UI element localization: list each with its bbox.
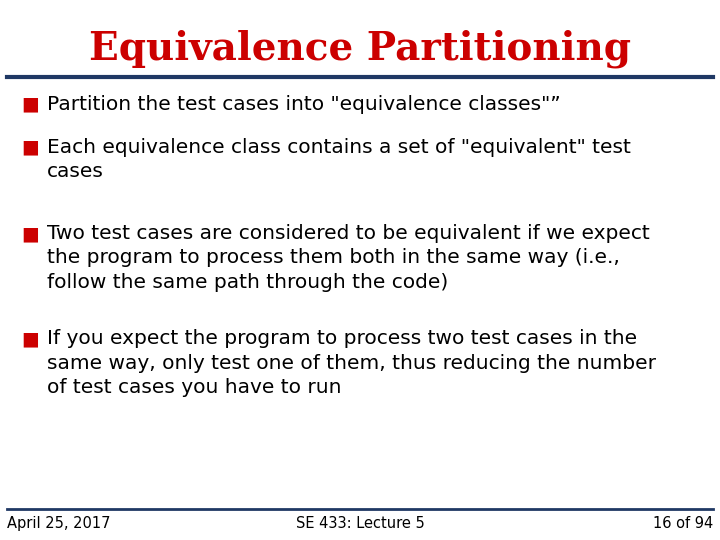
Text: Two test cases are considered to be equivalent if we expect
the program to proce: Two test cases are considered to be equi… [47,224,649,292]
Text: Partition the test cases into "equivalence classes"”: Partition the test cases into "equivalen… [47,94,560,113]
Text: 16 of 94: 16 of 94 [652,516,713,531]
Text: ■: ■ [22,329,40,348]
Text: ■: ■ [22,224,40,243]
Text: ■: ■ [22,94,40,113]
Text: SE 433: Lecture 5: SE 433: Lecture 5 [296,516,424,531]
Text: Each equivalence class contains a set of "equivalent" test
cases: Each equivalence class contains a set of… [47,138,631,181]
Text: Equivalence Partitioning: Equivalence Partitioning [89,30,631,68]
Text: April 25, 2017: April 25, 2017 [7,516,111,531]
Text: ■: ■ [22,138,40,157]
Text: If you expect the program to process two test cases in the
same way, only test o: If you expect the program to process two… [47,329,656,397]
